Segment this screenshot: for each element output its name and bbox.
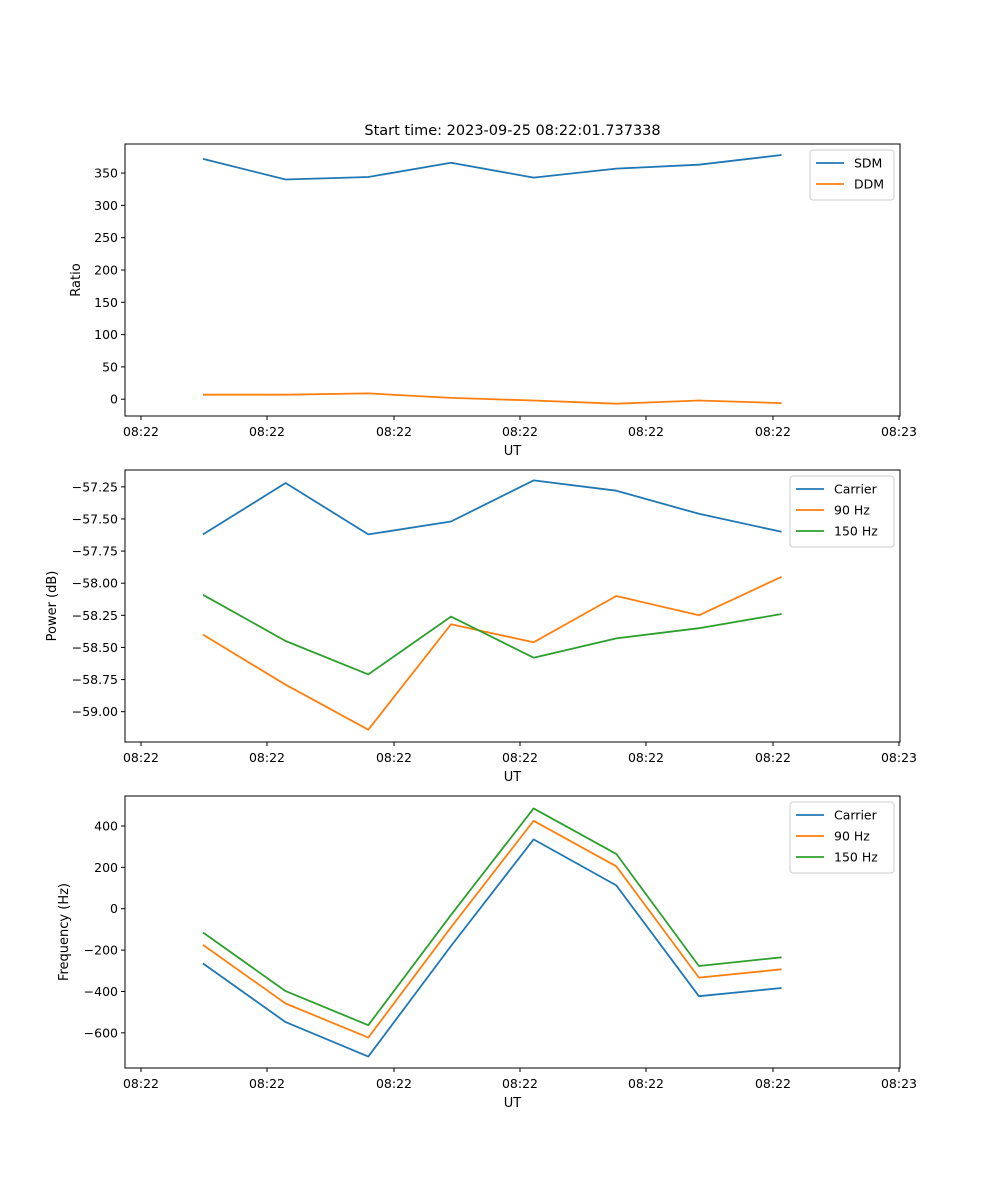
x-tick-label: 08:23	[881, 750, 917, 765]
y-tick-label: 200	[94, 262, 118, 277]
y-tick-label: −200	[84, 943, 118, 958]
y-tick-label: −58.00	[72, 576, 118, 591]
y-tick-label: −58.50	[72, 640, 118, 655]
x-tick-label: 08:22	[755, 750, 791, 765]
y-tick-label: −58.25	[72, 608, 118, 623]
x-tick-label: 08:22	[123, 750, 159, 765]
legend-box	[789, 475, 895, 548]
y-tick-label: −57.75	[72, 544, 118, 559]
axes-frame	[124, 143, 901, 417]
y-tick-label: 100	[94, 327, 118, 342]
x-tick-label: 08:22	[502, 750, 538, 765]
legend: Carrier 90 Hz 150 Hz	[789, 475, 895, 548]
x-tick-label: 08:22	[123, 1076, 159, 1091]
y-tick-label: 50	[102, 359, 118, 374]
x-tick-label: 08:22	[249, 1076, 285, 1091]
legend-label: 150 Hz	[834, 850, 878, 865]
y-tick-label: 0	[110, 392, 118, 407]
legend-box	[789, 801, 895, 874]
series-line-ddm	[203, 392, 782, 405]
x-tick-label: 08:22	[502, 1076, 538, 1091]
series-line-sdm	[202, 154, 782, 181]
legend-label: 150 Hz	[834, 524, 878, 539]
legend-label: Carrier	[834, 482, 878, 497]
y-tick-label: 0	[110, 901, 118, 916]
series-line-90-hz	[202, 575, 782, 731]
x-tick-label: 08:22	[249, 750, 285, 765]
y-tick-label: 250	[94, 230, 118, 245]
y-axis-label: Ratio	[69, 263, 84, 296]
y-tick-label: 350	[94, 166, 118, 181]
legend-label: SDM	[854, 156, 882, 171]
x-tick-label: 08:22	[628, 424, 664, 439]
legend-label: 90 Hz	[834, 829, 870, 844]
legend: SDM DDM	[809, 149, 895, 201]
series-line-150-hz	[202, 807, 782, 1027]
chart-panel-3: 08:22 08:22 08:22 08:22 08:22 08:22 08:23 UT −60…	[57, 795, 917, 1111]
y-tick-label: 300	[94, 198, 118, 213]
legend-label: 90 Hz	[834, 503, 870, 518]
series-line-carrier	[202, 479, 782, 536]
x-tick-label: 08:22	[628, 1076, 664, 1091]
x-tick-label: 08:22	[376, 750, 412, 765]
x-tick-label: 08:22	[376, 1076, 412, 1091]
y-tick-label: 400	[94, 818, 118, 833]
chart-panel-1: Start time: 2023-09-25 08:22:01.737338 08…	[69, 123, 917, 459]
legend-label: Carrier	[834, 808, 878, 823]
x-axis-label: UT	[504, 1096, 522, 1111]
x-tick-label: 08:22	[628, 750, 664, 765]
y-tick-label: 200	[94, 860, 118, 875]
x-tick-label: 08:22	[755, 1076, 791, 1091]
axes-frame	[124, 469, 901, 743]
x-tick-label: 08:23	[881, 1076, 917, 1091]
x-tick-label: 08:22	[123, 424, 159, 439]
series-line-90-hz	[202, 819, 782, 1039]
series-line-carrier	[202, 838, 782, 1058]
y-tick-label: 150	[94, 295, 118, 310]
axes-frame	[124, 795, 901, 1069]
x-axis-label: UT	[504, 770, 522, 785]
y-axis-label: Power (dB)	[45, 571, 60, 642]
x-tick-label: 08:22	[376, 424, 412, 439]
chart-title: Start time: 2023-09-25 08:22:01.737338	[364, 123, 660, 139]
x-tick-label: 08:23	[881, 424, 917, 439]
x-axis-label: UT	[504, 444, 522, 459]
y-tick-label: −59.00	[72, 704, 118, 719]
y-tick-label: −600	[84, 1025, 118, 1040]
x-tick-label: 08:22	[502, 424, 538, 439]
y-tick-label: −57.50	[72, 511, 118, 526]
series-line-150-hz	[202, 594, 782, 676]
x-tick-label: 08:22	[755, 424, 791, 439]
legend: Carrier 90 Hz 150 Hz	[789, 801, 895, 874]
y-axis-label: Frequency (Hz)	[57, 883, 72, 981]
x-tick-label: 08:22	[249, 424, 285, 439]
y-tick-label: −58.75	[72, 672, 118, 687]
chart-panel-2: 08:22 08:22 08:22 08:22 08:22 08:22 08:23 UT −59…	[45, 469, 917, 785]
y-tick-label: −57.25	[72, 479, 118, 494]
y-tick-label: −400	[84, 984, 118, 999]
legend-label: DDM	[854, 177, 884, 192]
